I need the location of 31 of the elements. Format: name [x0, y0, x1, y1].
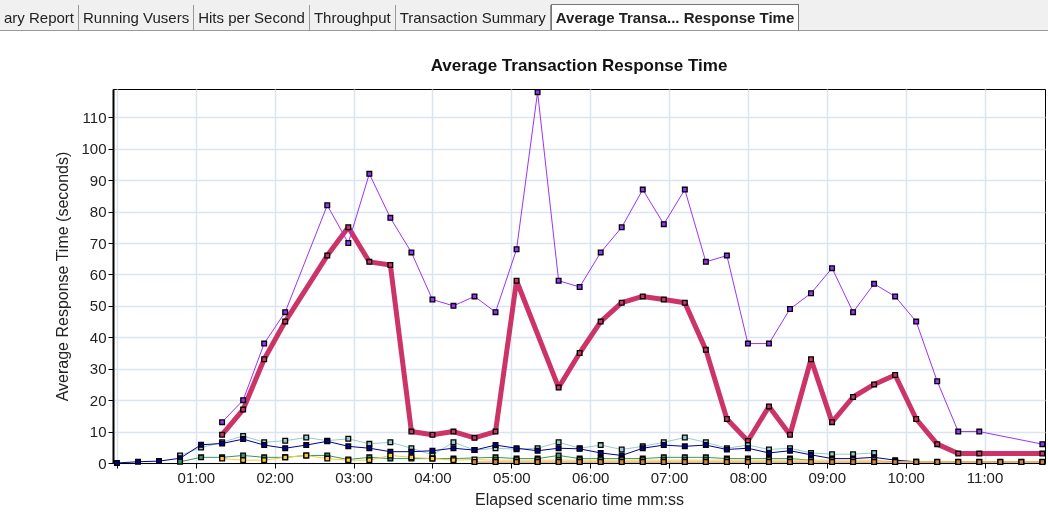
x-tick-label: 06:00 — [571, 468, 610, 486]
text: ary Report — [0, 5, 80, 30]
x-tick-label: 09:00 — [808, 468, 847, 486]
y-tick-label: 10 — [89, 423, 107, 441]
y-tick-label: 90 — [89, 171, 107, 189]
y-tick-label: 20 — [89, 391, 107, 409]
y-tick-label: 100 — [81, 140, 107, 158]
text: Throughput — [309, 5, 396, 30]
x-tick-label: 07:00 — [650, 468, 689, 486]
y-tick-label: 0 — [98, 454, 107, 472]
y-tick-label: 40 — [89, 328, 107, 346]
x-tick-label: 01:00 — [177, 468, 216, 486]
x-tick-label: 02:00 — [256, 468, 294, 486]
y-tick-label: 30 — [89, 360, 107, 378]
text: Hits per Second — [194, 5, 310, 30]
x-tick-label: 11:00 — [966, 468, 1004, 486]
x-tick-label: 04:00 — [414, 468, 452, 486]
x-tick-label: 05:00 — [493, 468, 531, 486]
x-axis-title: Elapsed scenario time mm:ss — [475, 490, 684, 508]
x-tick-label: 03:00 — [335, 468, 373, 486]
y-tick-label: 60 — [89, 265, 107, 283]
y-tick-label: 80 — [89, 203, 107, 221]
y-tick-label: 70 — [89, 234, 107, 252]
text: Transaction Summary — [395, 5, 551, 30]
y-tick-label: 50 — [89, 297, 107, 315]
text: Running Vusers — [79, 5, 195, 30]
y-tick-label: 110 — [82, 108, 107, 126]
y-axis-title: Average Response Time (seconds) — [54, 151, 72, 402]
x-tick-label: 10:00 — [887, 468, 925, 486]
chart-title: Average Transaction Response Time — [430, 56, 728, 76]
x-tick-label: 08:00 — [729, 468, 768, 486]
